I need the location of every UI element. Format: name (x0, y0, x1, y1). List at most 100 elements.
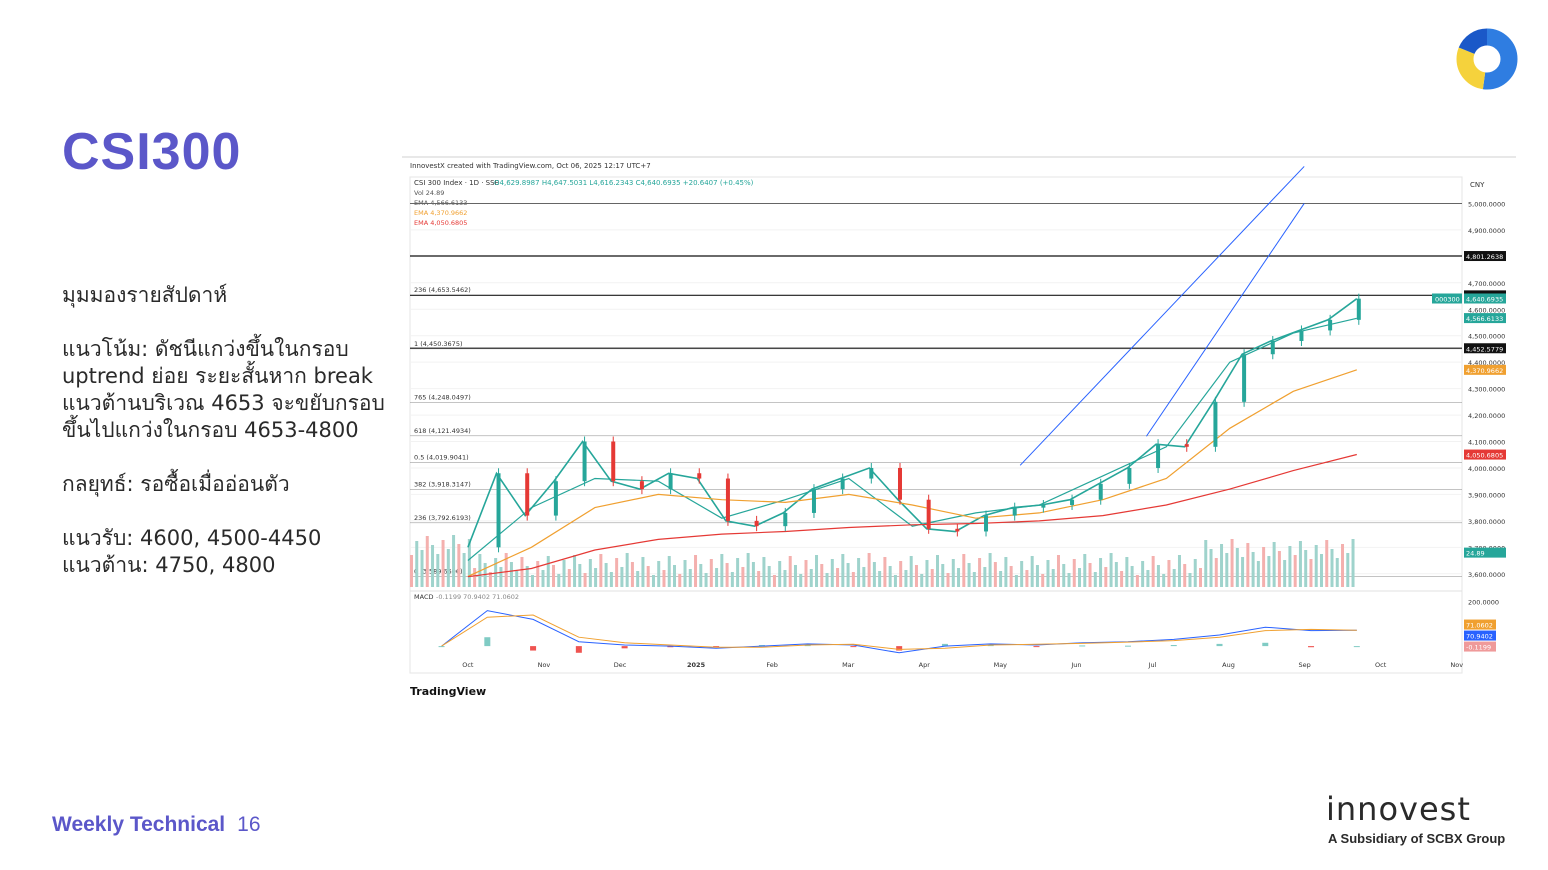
volume-bar (1020, 561, 1024, 587)
candle-body (1356, 298, 1361, 320)
candle-body (1242, 354, 1247, 402)
fib-level-label: 236 (3,792.6193) (414, 514, 471, 522)
volume-bar (515, 571, 519, 587)
volume-bar (772, 575, 776, 587)
volume-bar (883, 557, 887, 587)
volume-bar (1346, 553, 1350, 587)
volume-bar (709, 559, 713, 587)
volume-bar (1351, 539, 1355, 587)
volume-bar (1209, 549, 1213, 587)
volume-bar (1025, 570, 1029, 587)
volume-bar (1256, 561, 1260, 587)
volume-bar (625, 553, 629, 587)
macd-histogram-bar (575, 646, 582, 653)
x-tick-label: Oct (1375, 661, 1387, 669)
series-line-3 (467, 453, 1357, 578)
volume-bar (594, 568, 598, 587)
volume-bar (972, 572, 976, 587)
macd-histogram-bar (438, 646, 445, 648)
volume-bar (1241, 557, 1245, 587)
price-badge (1464, 293, 1506, 304)
volume-bar (1235, 548, 1239, 587)
volume-bar (446, 549, 450, 587)
volume-bar (767, 566, 771, 587)
volume-bar (1162, 574, 1166, 587)
macd-histogram-bar (1079, 645, 1086, 647)
macd-histogram-bar (713, 646, 720, 648)
fib-level-label: 1 (4,450.3675) (414, 340, 463, 348)
volume-bar (536, 561, 540, 587)
volume-bar (452, 535, 456, 587)
volume-bar (599, 554, 603, 587)
volume-bar (678, 574, 682, 587)
candle-body (869, 467, 874, 479)
volume-bar (1125, 557, 1129, 587)
price-badge-label: 24.89 (1466, 550, 1485, 558)
volume-bar (809, 569, 813, 587)
volume-bar (1083, 554, 1087, 587)
volume-bar (651, 575, 655, 587)
candle-body (639, 481, 644, 490)
volume-bar (1141, 561, 1145, 587)
volume-bar (746, 553, 750, 587)
volume-bar (867, 553, 871, 587)
volume-bar (1099, 558, 1103, 587)
volume-bar (1199, 568, 1202, 587)
macd-histogram-bar (667, 646, 674, 648)
volume-bar (1172, 569, 1176, 587)
volume-bar (641, 557, 645, 587)
volume-bar (1335, 558, 1339, 587)
volume-bar (646, 566, 650, 587)
volume-bar (914, 565, 918, 587)
volume-bar (1319, 554, 1323, 587)
price-badge-label: 4,640.6935 (1466, 295, 1503, 303)
volume-bar (946, 573, 950, 587)
volume-bar (899, 561, 903, 587)
macd-histogram-bar (758, 645, 765, 647)
candle-body (725, 478, 730, 521)
y-tick-label: 4,100.0000 (1468, 439, 1505, 447)
candle-body (897, 467, 902, 500)
plot-frame (409, 176, 1463, 674)
weekly-commentary: มุมมองรายสัปดาห์ แนวโน้ม: ดัชนีแกว่งขึ้น… (62, 282, 387, 606)
page-number: 16 (237, 813, 261, 836)
symbol-tag-label: 000300 (1435, 295, 1460, 303)
volume-bar (1167, 560, 1171, 587)
fib-level-label: 0.5 (4,019.9041) (414, 454, 469, 462)
volume-bar (662, 570, 666, 587)
volume-bar (1046, 560, 1050, 587)
volume-bar (1288, 546, 1292, 587)
volume-bar (504, 553, 508, 587)
volume-bar (788, 556, 792, 587)
series-line-2 (467, 369, 1357, 577)
volume-bar (1030, 556, 1034, 587)
volume-bar (1341, 544, 1345, 587)
volume-bar (904, 570, 908, 587)
candle-body (1098, 483, 1103, 500)
volume-bar (720, 554, 724, 587)
candle-body (525, 473, 530, 516)
volume-bar (530, 575, 534, 587)
x-tick-label: Nov (538, 661, 551, 669)
csi300-chart: InnovestX created with TradingView.com, … (402, 155, 1516, 705)
volume-bar (1151, 556, 1155, 587)
volume-bar (1035, 565, 1039, 587)
volume-bar (793, 565, 797, 587)
brand-tagline: A Subsidiary of SCBX Group (1328, 831, 1506, 846)
candle-body (1270, 341, 1275, 355)
volume-bar (457, 544, 461, 587)
volume-bar (588, 559, 592, 587)
y-tick-label: 4,400.0000 (1468, 359, 1505, 367)
volume-bar (762, 557, 766, 587)
volume-bar (1146, 570, 1150, 587)
footer: Weekly Technical 16 (52, 813, 261, 837)
volume-bar (541, 570, 545, 587)
volume-bar (941, 564, 945, 587)
volume-bar (988, 553, 992, 587)
volume-bar (683, 560, 687, 587)
macd-histogram-bar (941, 643, 948, 647)
x-tick-label: 2025 (687, 661, 706, 669)
volume-bar (552, 565, 556, 587)
macd-histogram-bar (1308, 646, 1315, 648)
volume-bar (557, 574, 561, 587)
